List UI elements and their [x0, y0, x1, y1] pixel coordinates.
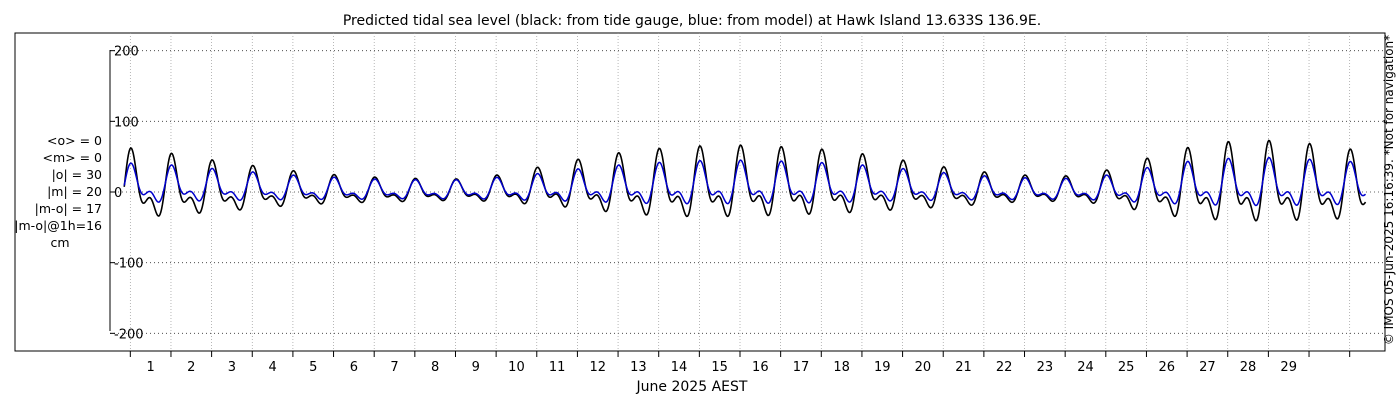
y-tick-label: 100 [114, 115, 139, 130]
stat-abs-obs: |o| = 30 [51, 167, 102, 182]
x-tick-label: 18 [833, 360, 850, 375]
y-tick-label: 200 [114, 45, 139, 60]
chart-title: Predicted tidal sea level (black: from t… [343, 13, 1041, 29]
x-tick-label: 3 [228, 360, 236, 375]
x-tick-label: 1 [147, 360, 155, 375]
grid [110, 33, 1385, 351]
x-tick-label: 14 [671, 360, 688, 375]
x-tick-label: 15 [711, 360, 728, 375]
x-tick-label: 24 [1077, 360, 1094, 375]
x-tick-label: 4 [268, 360, 276, 375]
x-axis-label: June 2025 AEST [636, 379, 748, 395]
x-tick-label: 28 [1240, 360, 1257, 375]
copyright-note: © IMOS 05-Jun-2025 16:16:39. *Not for na… [1382, 35, 1396, 345]
x-tick-label: 29 [1280, 360, 1297, 375]
x-tick-label: 19 [874, 360, 891, 375]
series-lines [123, 139, 1367, 222]
y-tick-label: 0 [114, 186, 122, 201]
x-tick-label: 13 [630, 360, 647, 375]
y-axis-ticks: 200 100 0 -100 -200 [110, 45, 144, 342]
x-tick-label: 23 [1037, 360, 1054, 375]
statistics-panel: <o> = 0 <m> = 0 |o| = 30 |m| = 20 |m-o| … [10, 132, 102, 251]
x-tick-label: 27 [1199, 360, 1216, 375]
series-line-model [123, 156, 1367, 207]
x-tick-label: 26 [1159, 360, 1176, 375]
x-tick-label: 25 [1118, 360, 1135, 375]
stat-unit: cm [50, 235, 70, 250]
x-tick-label: 16 [752, 360, 769, 375]
stat-mean-model: <m> = 0 [42, 150, 103, 165]
y-tick-label: -100 [114, 257, 144, 272]
x-tick-label: 20 [915, 360, 932, 375]
series-line-tide-gauge [123, 139, 1367, 222]
x-tick-label: 6 [350, 360, 358, 375]
stat-mean-obs: <o> = 0 [47, 133, 102, 148]
x-tick-label: 9 [472, 360, 480, 375]
x-tick-label: 12 [589, 360, 606, 375]
x-axis-ticks: 1 2 3 4 5 6 7 8 9 10 11 12 13 14 15 16 17 18 19 20 21 22 23 24 2… [129, 351, 1351, 375]
x-tick-label: 11 [549, 360, 566, 375]
x-tick-label: 5 [309, 360, 317, 375]
x-tick-label: 7 [390, 360, 398, 375]
x-tick-label: 8 [431, 360, 439, 375]
stat-abs-diff: |m-o| = 17 [34, 201, 102, 216]
stat-abs-model: |m| = 20 [47, 184, 102, 199]
y-tick-label: -200 [114, 327, 144, 342]
stat-abs-diff-1h: |m-o|@1h=16 [14, 218, 102, 233]
x-tick-label: 10 [508, 360, 525, 375]
x-tick-label: 2 [187, 360, 195, 375]
x-tick-label: 21 [955, 360, 972, 375]
x-tick-label: 17 [793, 360, 810, 375]
x-tick-label: 22 [996, 360, 1013, 375]
